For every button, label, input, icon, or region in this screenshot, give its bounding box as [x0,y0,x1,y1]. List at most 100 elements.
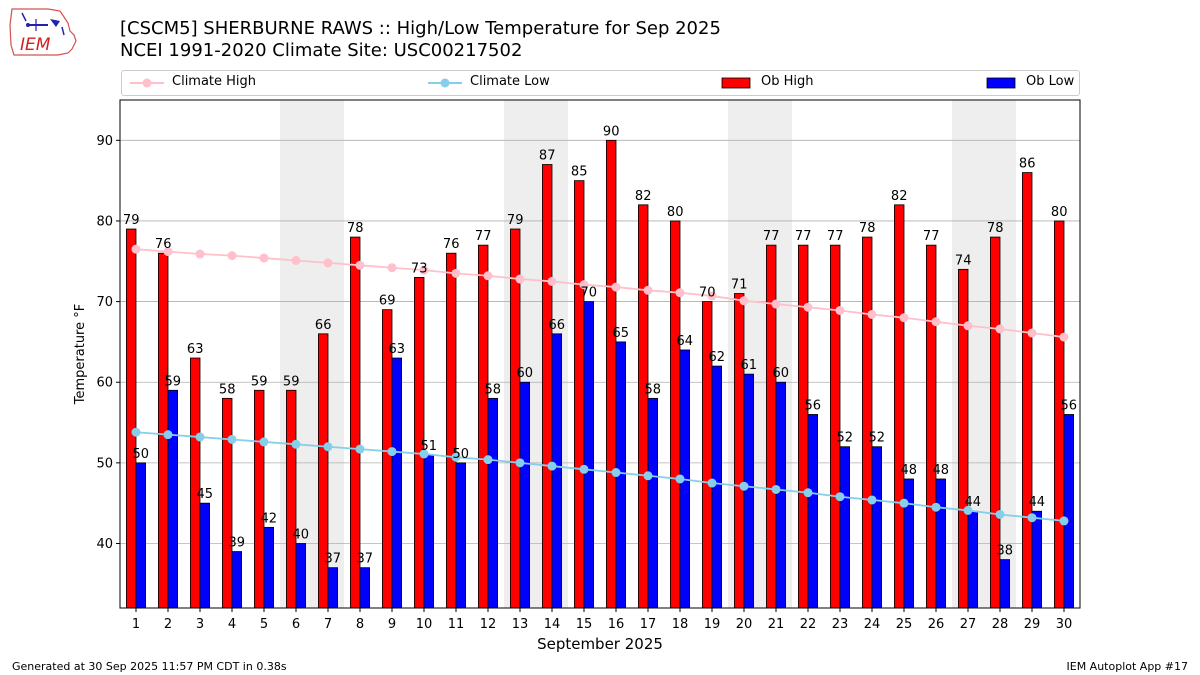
data-label-ob-low: 44 [1029,495,1046,510]
bar-ob-low [455,462,467,609]
climate-high-point [163,247,173,257]
data-label-ob-low: 64 [677,334,694,349]
x-tick-label: 28 [992,617,1009,632]
x-tick-label: 5 [260,617,268,632]
bar-ob-low [167,389,179,609]
footer-generated: Generated at 30 Sep 2025 11:57 PM CDT in… [12,660,287,673]
climate-low-point [643,471,653,481]
data-label-ob-high: 77 [923,229,940,244]
data-label-ob-low: 38 [997,544,1014,559]
data-label-ob-high: 59 [283,374,300,389]
bar-ob-high [1054,220,1065,609]
x-tick-label: 13 [512,617,529,632]
climate-low-point [227,434,237,444]
x-tick-label: 11 [448,617,465,632]
climate-high-point [899,313,909,323]
climate-high-point [387,263,397,273]
x-tick-label: 30 [1056,617,1073,632]
x-tick-label: 21 [768,617,785,632]
legend: Climate High Climate Low Ob High Ob Low [121,70,1080,96]
climate-low-point [739,481,749,491]
bar-ob-high [1022,172,1033,609]
climate-low-point [483,455,493,465]
data-label-ob-low: 63 [389,342,406,357]
x-tick-label: 14 [544,617,561,632]
data-label-ob-low: 62 [709,350,726,365]
chart-subtitle: NCEI 1991-2020 Climate Site: USC00217502 [120,40,523,61]
bar-ob-high [894,204,905,609]
data-label-ob-low: 50 [133,447,150,462]
climate-high-point [291,255,301,265]
climate-high-point [739,296,749,306]
bar-ob-high [670,220,681,609]
data-label-ob-high: 78 [859,221,876,236]
data-label-ob-high: 82 [891,189,908,204]
x-tick-label: 18 [672,617,689,632]
x-tick-label: 23 [832,617,849,632]
bar-ob-high [606,139,617,609]
climate-low-point [835,492,845,502]
y-axis-label: Temperature °F [73,304,88,405]
bar-ob-high [477,244,489,609]
climate-low-point [419,449,429,459]
plot-frame [119,99,1081,609]
bar-ob-low [359,567,371,609]
data-label-ob-high: 79 [507,213,524,228]
data-label-ob-low: 58 [485,382,502,397]
climate-low-point [291,439,301,449]
climate-low-point [387,447,397,457]
climate-high-point [867,309,877,319]
data-label-ob-high: 59 [251,374,268,389]
bar-ob-low [903,478,915,609]
climate-low-point [995,509,1005,519]
climate-low-point [131,427,141,437]
climate-low-point [931,502,941,512]
bar-ob-low [839,446,851,609]
bar-ob-high [574,180,585,609]
climate-low-point [771,484,781,494]
data-label-ob-low: 59 [165,374,182,389]
climate-low-point [1027,513,1037,523]
climate-low-point [163,430,173,440]
data-label-ob-high: 71 [731,278,748,293]
data-label-ob-low: 56 [805,398,822,413]
legend-swatch-ob-high [721,77,751,89]
bar-ob-high [317,333,329,609]
legend-swatch-climate-high [130,78,164,88]
climate-low-point [259,437,269,447]
climate-low-point [355,444,365,454]
climate-high-point [931,317,941,327]
legend-label: Ob High [761,74,814,89]
legend-label: Climate Low [470,74,550,89]
climate-high-point [547,276,557,286]
data-label-ob-high: 78 [347,221,364,236]
legend-label: Climate High [172,74,257,89]
x-tick-label: 25 [896,617,913,632]
bar-ob-low [519,381,531,609]
climate-high-point [419,265,429,275]
data-label-ob-high: 63 [187,342,204,357]
climate-low-point [707,478,717,488]
data-label-ob-low: 51 [421,439,438,454]
data-label-ob-high: 78 [987,221,1004,236]
data-label-ob-low: 48 [901,463,918,478]
data-label-ob-high: 85 [571,165,588,180]
x-tick-label: 7 [324,617,332,632]
x-tick-label: 19 [704,617,721,632]
x-tick-label: 10 [416,617,433,632]
y-tick-label: 60 [96,376,113,391]
climate-high-point [131,244,141,254]
climate-low-point [611,468,621,478]
climate-low-point [451,452,461,462]
climate-low-point [515,458,525,468]
climate-high-point [195,249,205,259]
legend-label: Ob Low [1026,74,1075,89]
x-tick-label: 20 [736,617,753,632]
climate-low-point [1059,516,1069,526]
bar-ob-high [766,244,777,609]
data-label-ob-high: 80 [667,205,684,220]
data-label-ob-low: 50 [453,447,470,462]
data-label-ob-low: 39 [229,536,246,551]
bar-ob-high [958,268,969,609]
climate-high-point [483,271,493,281]
